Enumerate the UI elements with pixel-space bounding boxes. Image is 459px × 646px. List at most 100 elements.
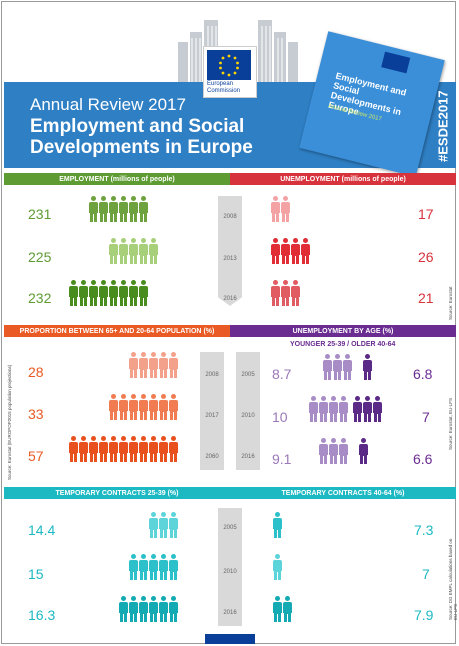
unemployment-people-row: [270, 196, 290, 222]
unemployment-value: 26: [418, 249, 434, 265]
temp-old-source: Source: DG EMPL calculations based on EU…: [448, 538, 458, 620]
older-people-row: [358, 438, 368, 464]
unemployment-people-row: [270, 238, 310, 264]
eu-flag-icon: [207, 50, 251, 80]
person-icon: [168, 596, 179, 622]
employment-people-row: [108, 238, 158, 264]
person-icon: [290, 238, 301, 264]
person-icon: [98, 196, 109, 222]
person-icon: [128, 280, 139, 306]
proportion-people-row: [128, 352, 178, 378]
year-label: 2010: [241, 413, 255, 419]
unemployment-older-value: 6.6: [413, 451, 433, 467]
person-icon: [128, 238, 139, 264]
person-icon: [358, 438, 369, 464]
person-icon: [372, 396, 383, 422]
year-label: 2005: [223, 525, 237, 531]
person-icon: [148, 394, 159, 420]
person-icon: [108, 280, 119, 306]
proportion-people-row: [68, 436, 178, 462]
unemployment-source: Source: Eurostat: [448, 286, 453, 320]
year-label: 2008: [205, 372, 219, 378]
year-label: 2013: [223, 256, 237, 262]
proportion-label: PROPORTION BETWEEN 65+ AND 20-64 POPULAT…: [19, 327, 202, 335]
person-icon: [270, 280, 281, 306]
proportion-value: 33: [28, 406, 44, 422]
temp-young-value: 16.3: [28, 607, 56, 623]
person-icon: [118, 394, 129, 420]
person-icon: [318, 438, 329, 464]
person-icon: [158, 394, 169, 420]
younger-people-row: [322, 354, 352, 380]
cover-title: Employment and Social Developments in Eu…: [327, 70, 408, 118]
unemployment-age-source: Source: Eurostat, EU-LFS: [448, 397, 453, 450]
temp-young-value: 14.4: [28, 522, 56, 538]
year-strip-mid-left: [200, 352, 224, 470]
unemployment-value: 17: [418, 206, 434, 222]
older-people-row: [352, 396, 382, 422]
person-icon: [352, 396, 363, 422]
year-label: 2005: [241, 372, 255, 378]
proportion-source: Source: Eurostat (EUROPOP2015 population…: [7, 364, 12, 480]
person-icon: [338, 438, 349, 464]
temp-young-unit: (%): [167, 489, 179, 497]
person-icon: [98, 436, 109, 462]
temp-young-people-row: [118, 596, 178, 622]
person-icon: [108, 238, 119, 264]
person-icon: [168, 436, 179, 462]
employment-unit: (millions of people): [110, 175, 175, 183]
unemployment-older-value: 6.8: [413, 366, 433, 382]
temp-old-people-row: [272, 554, 282, 580]
year-label: 2016: [241, 454, 255, 460]
unemployment-age-unit: (%): [382, 327, 394, 335]
person-icon: [108, 436, 119, 462]
person-icon: [138, 196, 149, 222]
year-label: 2016: [223, 610, 237, 616]
person-icon: [88, 436, 99, 462]
year-label: 2008: [223, 214, 237, 220]
unemployment-older-value: 7: [422, 409, 430, 425]
bottom-accent-bar: [205, 634, 255, 644]
report-title: Annual Review 2017: [30, 95, 186, 114]
person-icon: [138, 394, 149, 420]
temp-old-value: 7: [422, 566, 430, 582]
person-icon: [158, 436, 169, 462]
temp-old-header: TEMPORARY CONTRACTS 40-64 (%): [230, 487, 456, 499]
person-icon: [118, 196, 129, 222]
person-icon: [128, 554, 139, 580]
report-subtitle: Employment and Social Developments in Eu…: [30, 116, 253, 158]
person-icon: [168, 554, 179, 580]
person-icon: [322, 354, 333, 380]
person-icon: [108, 394, 119, 420]
unemployment-header: UNEMPLOYMENT (millions of people): [230, 173, 456, 185]
proportion-people-row: [108, 394, 178, 420]
temp-young-header: TEMPORARY CONTRACTS 25-39 (%): [4, 487, 230, 499]
person-icon: [88, 196, 99, 222]
person-icon: [128, 394, 139, 420]
person-icon: [138, 554, 149, 580]
person-icon: [108, 196, 119, 222]
person-icon: [148, 512, 159, 538]
age-sublabel: YOUNGER 25-39 / OLDER 40-64: [290, 341, 396, 348]
year-strip-top: [218, 196, 242, 306]
temp-young-label: TEMPORARY CONTRACTS 25-39: [55, 489, 166, 497]
person-icon: [332, 354, 343, 380]
employment-value: 225: [28, 249, 52, 265]
person-icon: [270, 196, 281, 222]
proportion-value: 57: [28, 448, 44, 464]
person-icon: [270, 238, 281, 264]
person-icon: [168, 394, 179, 420]
employment-value: 232: [28, 290, 52, 306]
younger-people-row: [308, 396, 348, 422]
person-icon: [280, 196, 291, 222]
temp-old-people-row: [272, 512, 282, 538]
temp-young-people-row: [128, 554, 178, 580]
person-icon: [362, 354, 373, 380]
person-icon: [308, 396, 319, 422]
person-icon: [128, 352, 139, 378]
person-icon: [318, 396, 329, 422]
person-icon: [282, 596, 293, 622]
temp-old-people-row: [272, 596, 292, 622]
logo-line1: European: [207, 81, 234, 87]
cover-flag-icon: [381, 51, 411, 74]
